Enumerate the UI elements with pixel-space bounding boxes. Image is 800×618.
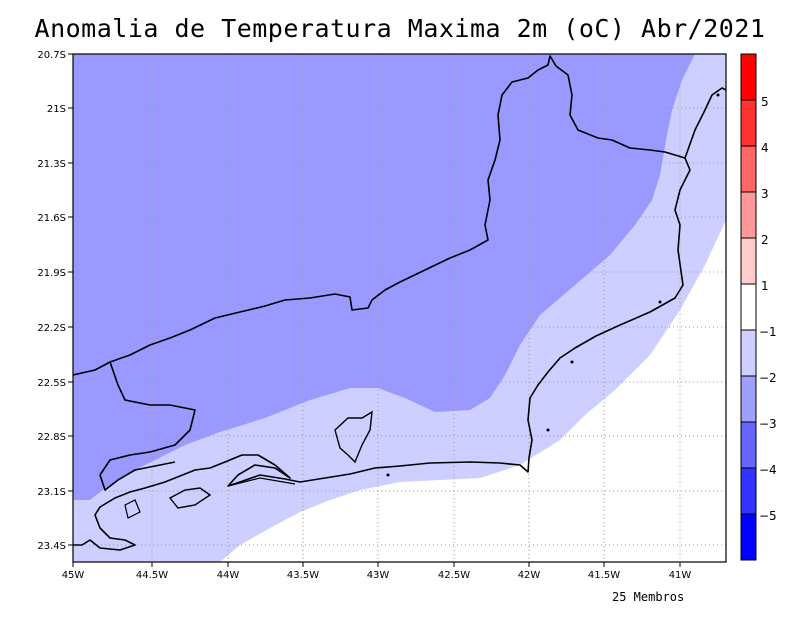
- colorbar-label: 5: [761, 95, 769, 109]
- lon-tick-label: 45W: [62, 570, 85, 581]
- lat-tick-label: 23.4S: [37, 541, 66, 552]
- guanabara-bay: [334, 410, 373, 464]
- lon-tick-label: 42.5W: [438, 570, 470, 581]
- state-border-ne: [684, 87, 726, 159]
- ilha-grande: [168, 487, 212, 509]
- shading-medium-region: [73, 54, 695, 500]
- colorbar-segment: [740, 329, 757, 377]
- colorbar-segment: [740, 467, 757, 515]
- lat-tick-label: 21.9S: [37, 268, 66, 279]
- colorbar-label: −1: [759, 325, 777, 339]
- lon-tick-label: 42W: [518, 570, 541, 581]
- colorbar-label: 4: [761, 141, 769, 155]
- colorbar-label: −3: [759, 417, 777, 431]
- colorbar-segment: [740, 191, 757, 239]
- members-footer: 25 Membros: [612, 590, 685, 604]
- island-dot: [386, 473, 390, 477]
- colorbar-label: −4: [759, 463, 777, 477]
- lat-tick-label: 21S: [47, 104, 66, 115]
- island-small-1: [124, 499, 141, 519]
- colorbar-segment: [740, 283, 757, 331]
- colorbar-segment: [740, 99, 757, 147]
- lat-axis-labels: 20.7S 21S 21.3S 21.6S 21.9S 22.2S 22.5S …: [37, 50, 66, 552]
- colorbar-segment: [740, 421, 757, 469]
- colorbar-segment: [740, 53, 757, 101]
- lon-axis-labels: 45W 44.5W 44W 43.5W 43W 42.5W 42W 41.5W …: [62, 570, 692, 581]
- colorbar-label: 1: [761, 279, 769, 293]
- colorbar-segment: [740, 237, 757, 285]
- state-border: [73, 55, 691, 551]
- tick-marks: [68, 53, 681, 567]
- lat-tick-label: 20.7S: [37, 50, 66, 61]
- colorbar-segment: [740, 513, 757, 561]
- colorbar-label: 3: [761, 187, 769, 201]
- lon-tick-label: 44.5W: [136, 570, 168, 581]
- lat-tick-label: 21.3S: [37, 159, 66, 170]
- colorbar-segment: [740, 145, 757, 193]
- plot-frame: [72, 53, 727, 563]
- colorbar-labels: 5 4 3 2 1 −1 −2 −3 −4 −5: [759, 95, 777, 523]
- colorbar-label: 2: [761, 233, 769, 247]
- lat-tick-label: 21.6S: [37, 213, 66, 224]
- lat-tick-label: 22.5S: [37, 378, 66, 389]
- lat-tick-label: 23.1S: [37, 487, 66, 498]
- colorbar: [740, 53, 757, 561]
- lon-tick-label: 44W: [217, 570, 240, 581]
- colorbar-label: −5: [759, 509, 777, 523]
- lon-tick-label: 41W: [669, 570, 692, 581]
- state-border-west: [99, 361, 196, 491]
- lon-tick-label: 41.5W: [588, 570, 620, 581]
- colorbar-segment: [740, 375, 757, 423]
- lat-tick-label: 22.8S: [37, 432, 66, 443]
- island-dot: [546, 428, 550, 432]
- sepetiba-bay: [227, 477, 296, 487]
- lat-tick-label: 22.2S: [37, 323, 66, 334]
- anomaly-shading: [73, 54, 726, 562]
- colorbar-label: −2: [759, 371, 777, 385]
- island-dot: [570, 360, 574, 364]
- lon-tick-label: 43W: [367, 570, 390, 581]
- lon-tick-label: 43.5W: [287, 570, 319, 581]
- island-dot: [658, 300, 662, 304]
- map-title: Anomalia de Temperatura Maxima 2m (oC) A…: [34, 14, 766, 43]
- island-dot: [716, 93, 720, 97]
